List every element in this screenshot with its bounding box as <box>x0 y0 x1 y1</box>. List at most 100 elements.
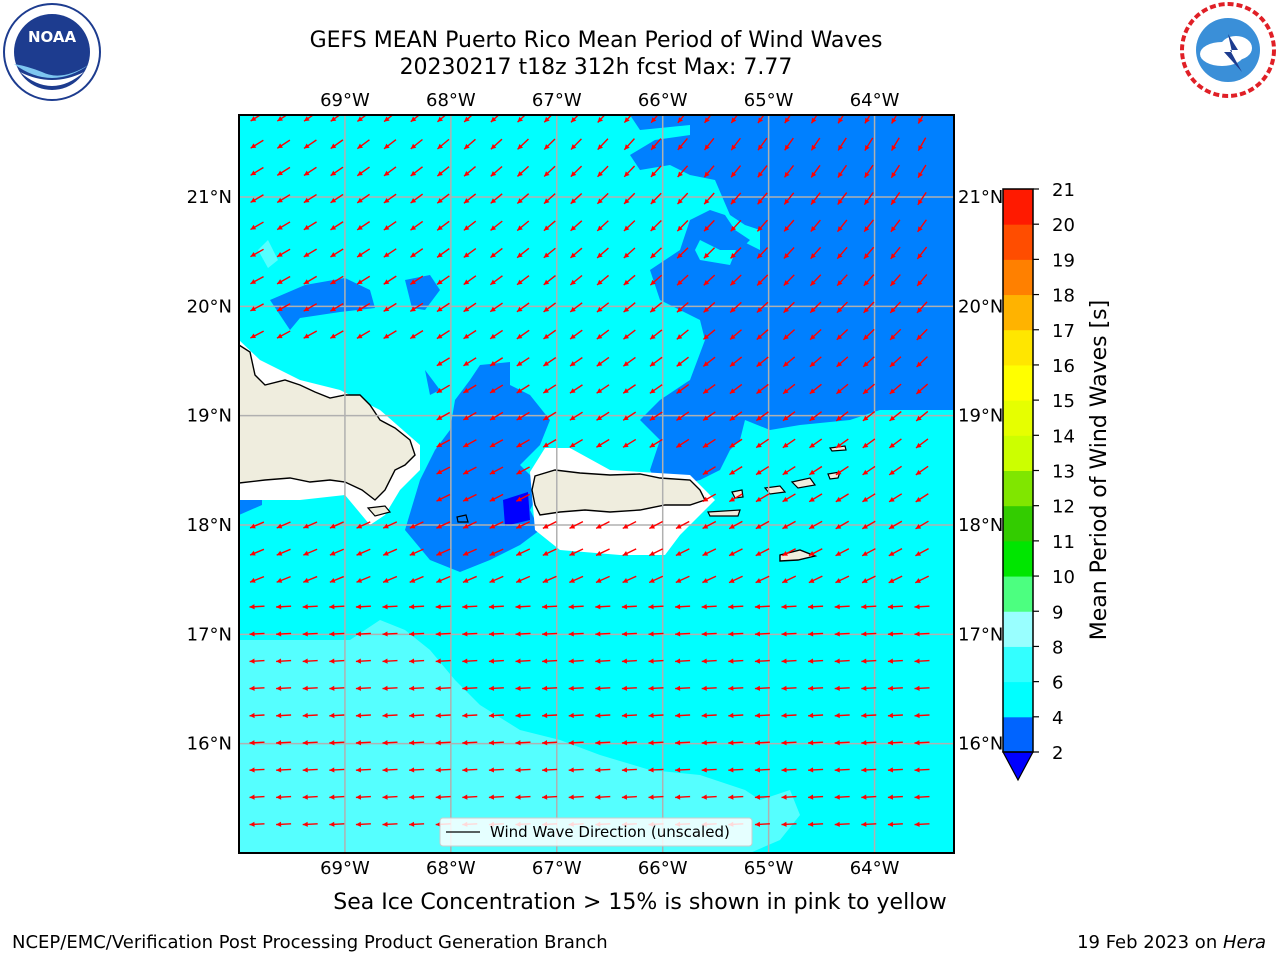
wave-direction-arrow <box>623 165 636 178</box>
wave-direction-arrow <box>250 330 264 339</box>
wave-direction-arrow <box>754 685 770 691</box>
wave-direction-arrow <box>437 115 447 123</box>
wave-direction-arrow <box>784 115 792 124</box>
wave-direction-arrow <box>810 164 821 178</box>
wave-direction-arrow <box>862 328 875 341</box>
wave-direction-arrow <box>542 521 557 529</box>
colorbar-tick-label: 18 <box>1052 286 1075 307</box>
wave-direction-arrow <box>887 631 903 637</box>
wave-direction-arrow <box>728 493 743 503</box>
wave-direction-arrow <box>703 165 715 178</box>
wave-direction-arrow <box>489 384 504 394</box>
wave-direction-arrow <box>809 274 822 287</box>
colorbar-tick-label: 15 <box>1052 391 1075 412</box>
lon-label-top: 66°W <box>638 90 688 111</box>
wave-direction-arrow <box>463 220 477 231</box>
colorbar-tick-label: 6 <box>1052 673 1063 694</box>
noaa-logo-text: NOAA <box>28 28 77 46</box>
wave-direction-arrow <box>728 548 743 557</box>
colorbar-tick-label: 16 <box>1052 356 1075 377</box>
wave-direction-arrow <box>675 794 691 800</box>
wave-direction-arrow <box>515 767 531 773</box>
wave-direction-arrow <box>330 166 344 177</box>
wave-direction-arrow <box>861 548 876 557</box>
wave-direction-arrow <box>676 411 690 421</box>
wave-direction-arrow <box>783 192 795 205</box>
colorbar-tick-label: 2 <box>1052 743 1063 764</box>
wave-direction-arrow <box>677 137 688 151</box>
colorbar-tick-label: 19 <box>1052 250 1075 271</box>
wave-direction-arrow <box>623 302 636 313</box>
wave-direction-arrow <box>861 821 877 827</box>
wave-direction-arrow <box>889 383 902 395</box>
wave-direction-arrow <box>834 794 850 800</box>
wave-direction-arrow <box>808 548 823 557</box>
wave-direction-arrow <box>355 685 371 691</box>
wave-direction-arrow <box>915 520 929 530</box>
wave-direction-arrow <box>834 740 850 746</box>
wave-direction-arrow <box>516 466 530 475</box>
wave-direction-arrow <box>462 794 478 800</box>
wave-direction-arrow <box>356 302 371 312</box>
wave-direction-arrow <box>675 520 690 530</box>
wave-direction-arrow <box>676 384 690 394</box>
wave-direction-arrow <box>887 821 903 827</box>
wave-direction-arrow <box>490 193 503 204</box>
wave-direction-arrow <box>249 685 265 691</box>
wave-direction-arrow <box>757 165 768 178</box>
wave-direction-arrow <box>409 794 425 800</box>
wave-direction-arrow <box>435 631 451 637</box>
wave-direction-arrow <box>463 275 477 286</box>
wave-direction-arrow <box>276 303 291 312</box>
wave-direction-arrow <box>542 357 557 367</box>
wave-direction-arrow <box>515 604 531 610</box>
wave-direction-arrow <box>409 712 425 719</box>
wave-direction-arrow <box>569 274 583 286</box>
colorbar-segment <box>1003 646 1033 683</box>
wave-direction-arrow <box>648 604 664 610</box>
wave-direction-arrow <box>488 712 504 719</box>
wave-direction-arrow <box>756 274 769 286</box>
wave-direction-arrow <box>648 548 664 557</box>
land-st-croix <box>779 549 818 562</box>
wave-direction-arrow <box>329 658 345 664</box>
wave-direction-arrow <box>410 193 424 204</box>
wave-direction-arrow <box>489 275 503 286</box>
wave-direction-arrow <box>917 164 927 179</box>
colorbar-segment <box>1003 611 1033 647</box>
wave-direction-arrow <box>568 658 584 664</box>
wave-direction-arrow <box>462 631 478 637</box>
wave-direction-arrow <box>568 794 584 800</box>
wave-direction-arrow <box>702 383 716 395</box>
wave-direction-arrow <box>862 411 876 422</box>
map-frame <box>238 114 955 854</box>
wave-direction-arrow <box>754 794 770 800</box>
wave-direction-arrow <box>890 219 901 233</box>
lon-label-bottom: 68°W <box>426 858 476 879</box>
lon-label-bottom: 65°W <box>744 858 794 879</box>
wave-direction-arrow <box>677 165 689 178</box>
wave-direction-arrow <box>701 740 717 746</box>
wave-direction-arrow <box>356 575 371 583</box>
footer-left: NCEP/EMC/Verification Post Processing Pr… <box>12 932 608 953</box>
wave-direction-arrow <box>888 520 903 530</box>
wave-direction-arrow <box>488 767 504 773</box>
wave-direction-arrow <box>676 329 689 340</box>
wave-direction-arrow <box>516 165 530 177</box>
wave-direction-arrow <box>703 192 715 205</box>
wave-direction-arrow <box>648 658 664 664</box>
lat-label-right: 19°N <box>958 406 1003 427</box>
wave-direction-arrow <box>595 767 611 773</box>
wave-direction-arrow <box>703 137 715 151</box>
wave-direction-arrow <box>570 138 582 151</box>
wave-direction-arrow <box>302 658 318 664</box>
wave-direction-arrow <box>810 246 822 260</box>
wave-direction-arrow <box>835 493 849 503</box>
colorbar-extend-arrow <box>1001 751 1035 782</box>
wave-direction-arrow <box>596 329 610 340</box>
wave-direction-arrow <box>676 247 689 259</box>
wave-direction-arrow <box>462 439 477 448</box>
wave-direction-arrow <box>490 247 503 259</box>
wave-direction-arrow <box>382 821 398 827</box>
wave-direction-arrow <box>675 712 691 719</box>
